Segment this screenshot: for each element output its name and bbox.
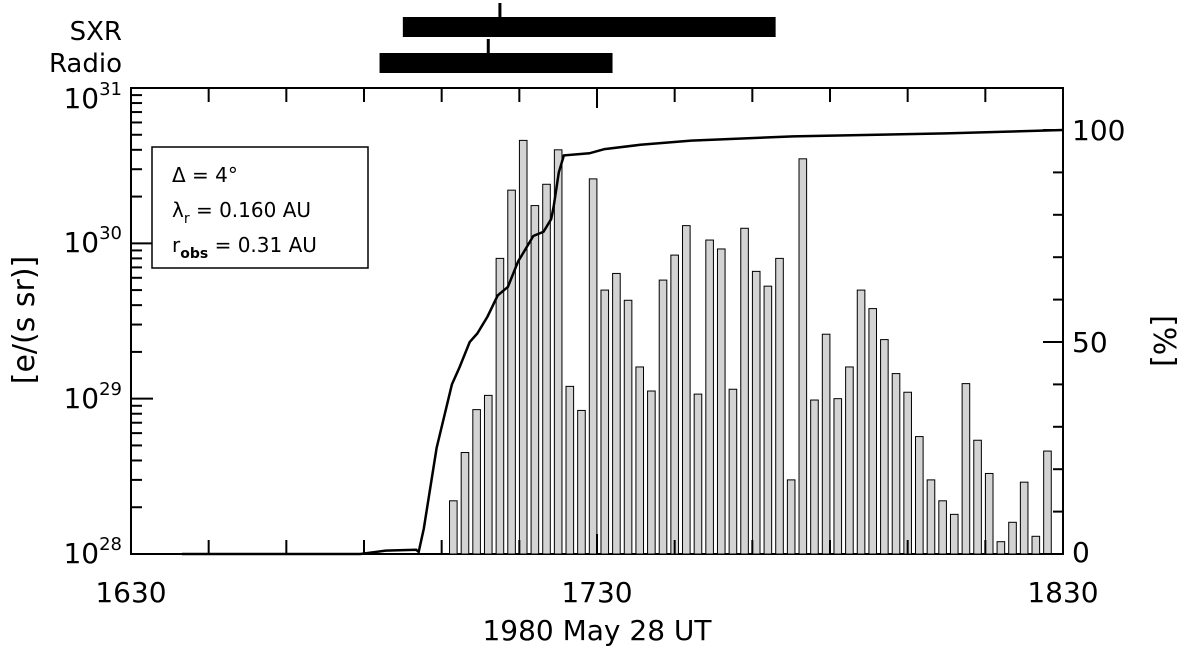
- histogram-bar: [658, 279, 668, 555]
- histogram-bar: [1019, 481, 1029, 555]
- histogram-bars: [449, 139, 1052, 555]
- histogram-bar: [518, 139, 528, 555]
- x-axis-label: 1980 May 28 UT: [482, 614, 712, 647]
- legend-lambda: λr = 0.160 AU: [172, 198, 311, 227]
- x-tick-label: 1830: [1027, 576, 1098, 609]
- y-right-axis-label: [%]: [1146, 315, 1179, 367]
- y-left-axis-label: [e/(s sr)]: [7, 256, 42, 385]
- histogram-bar: [600, 289, 610, 555]
- histogram-bar: [903, 391, 912, 555]
- histogram-bar: [1031, 535, 1041, 555]
- histogram-bar: [530, 205, 540, 555]
- histogram-bar: [961, 383, 971, 555]
- x-tick-label: 1630: [95, 576, 166, 609]
- y-left-tick-labels: 1028 1029 1030 1031: [63, 79, 122, 570]
- histogram-bar: [542, 183, 551, 555]
- histogram-bar: [821, 333, 831, 555]
- histogram-bar: [845, 366, 854, 555]
- histogram-bar: [880, 339, 889, 555]
- y-left-tick-label: 1029: [63, 379, 122, 415]
- histogram-bar: [856, 289, 866, 555]
- histogram-bar: [693, 393, 703, 555]
- histogram-bar: [728, 388, 738, 555]
- sxr-interval-bar: [402, 17, 776, 37]
- histogram-bar: [623, 299, 633, 555]
- histogram-bar: [973, 439, 982, 555]
- radio-interval-bar: [379, 53, 613, 73]
- legend-box: Δ = 4° λr = 0.160 AU robs = 0.31 AU: [151, 146, 369, 269]
- legend-frame: [151, 146, 369, 269]
- histogram-bar: [588, 178, 598, 555]
- histogram-bar: [483, 394, 493, 555]
- histogram-bar: [751, 270, 761, 555]
- histogram-bar: [682, 225, 691, 555]
- histogram-bar: [449, 500, 458, 555]
- y-right-tick-labels: 0 50 100: [1072, 114, 1125, 569]
- legend-delta: Δ = 4°: [172, 163, 238, 187]
- histogram-bar: [775, 257, 784, 555]
- histogram-bar: [460, 452, 470, 555]
- x-tick-labels: 1630 1730 1830: [95, 576, 1098, 609]
- histogram-bar: [833, 398, 843, 555]
- histogram-bar: [507, 189, 516, 555]
- histogram-bar: [647, 390, 656, 555]
- histogram-bar: [553, 149, 563, 555]
- x-tick-label: 1730: [561, 576, 632, 609]
- histogram-bar: [705, 239, 714, 555]
- histogram-bar: [949, 513, 959, 555]
- histogram-bar: [938, 500, 947, 555]
- legend-robs: robs = 0.31 AU: [172, 233, 317, 262]
- y-left-tick-label: 1030: [63, 223, 122, 259]
- y-right-tick-label: 100: [1072, 114, 1125, 147]
- histogram-bar: [763, 285, 773, 555]
- histogram-bar: [472, 409, 481, 555]
- histogram-bar: [670, 254, 679, 555]
- histogram-bar: [612, 272, 621, 555]
- interval-bars: [379, 3, 776, 73]
- histogram-bar: [891, 373, 901, 555]
- axis-ticks: [130, 87, 1064, 555]
- histogram-bar: [565, 385, 575, 555]
- sxr-label: SXR: [70, 17, 122, 47]
- histogram-bar: [926, 479, 936, 555]
- histogram-bar: [984, 472, 994, 555]
- radio-label: Radio: [49, 49, 122, 79]
- y-left-tick-label: 1031: [63, 79, 122, 115]
- histogram-bar: [786, 479, 796, 555]
- histogram-bar: [577, 409, 586, 555]
- histogram-bar: [798, 158, 808, 555]
- cumulative-curve: [181, 128, 1064, 556]
- histogram-bar: [635, 366, 645, 555]
- y-right-tick-label: 0: [1072, 536, 1090, 569]
- histogram-bar: [996, 541, 1006, 555]
- y-left-tick-label: 1028: [63, 534, 122, 570]
- histogram-bar: [915, 436, 924, 555]
- histogram-bar: [1008, 521, 1017, 555]
- histogram-bar: [716, 248, 726, 555]
- histogram-bar: [868, 308, 878, 555]
- y-right-tick-label: 50: [1072, 326, 1108, 359]
- histogram-bar: [810, 399, 819, 555]
- histogram-bar: [1043, 450, 1052, 555]
- histogram-bar: [740, 227, 749, 555]
- histogram-bar: [495, 257, 505, 555]
